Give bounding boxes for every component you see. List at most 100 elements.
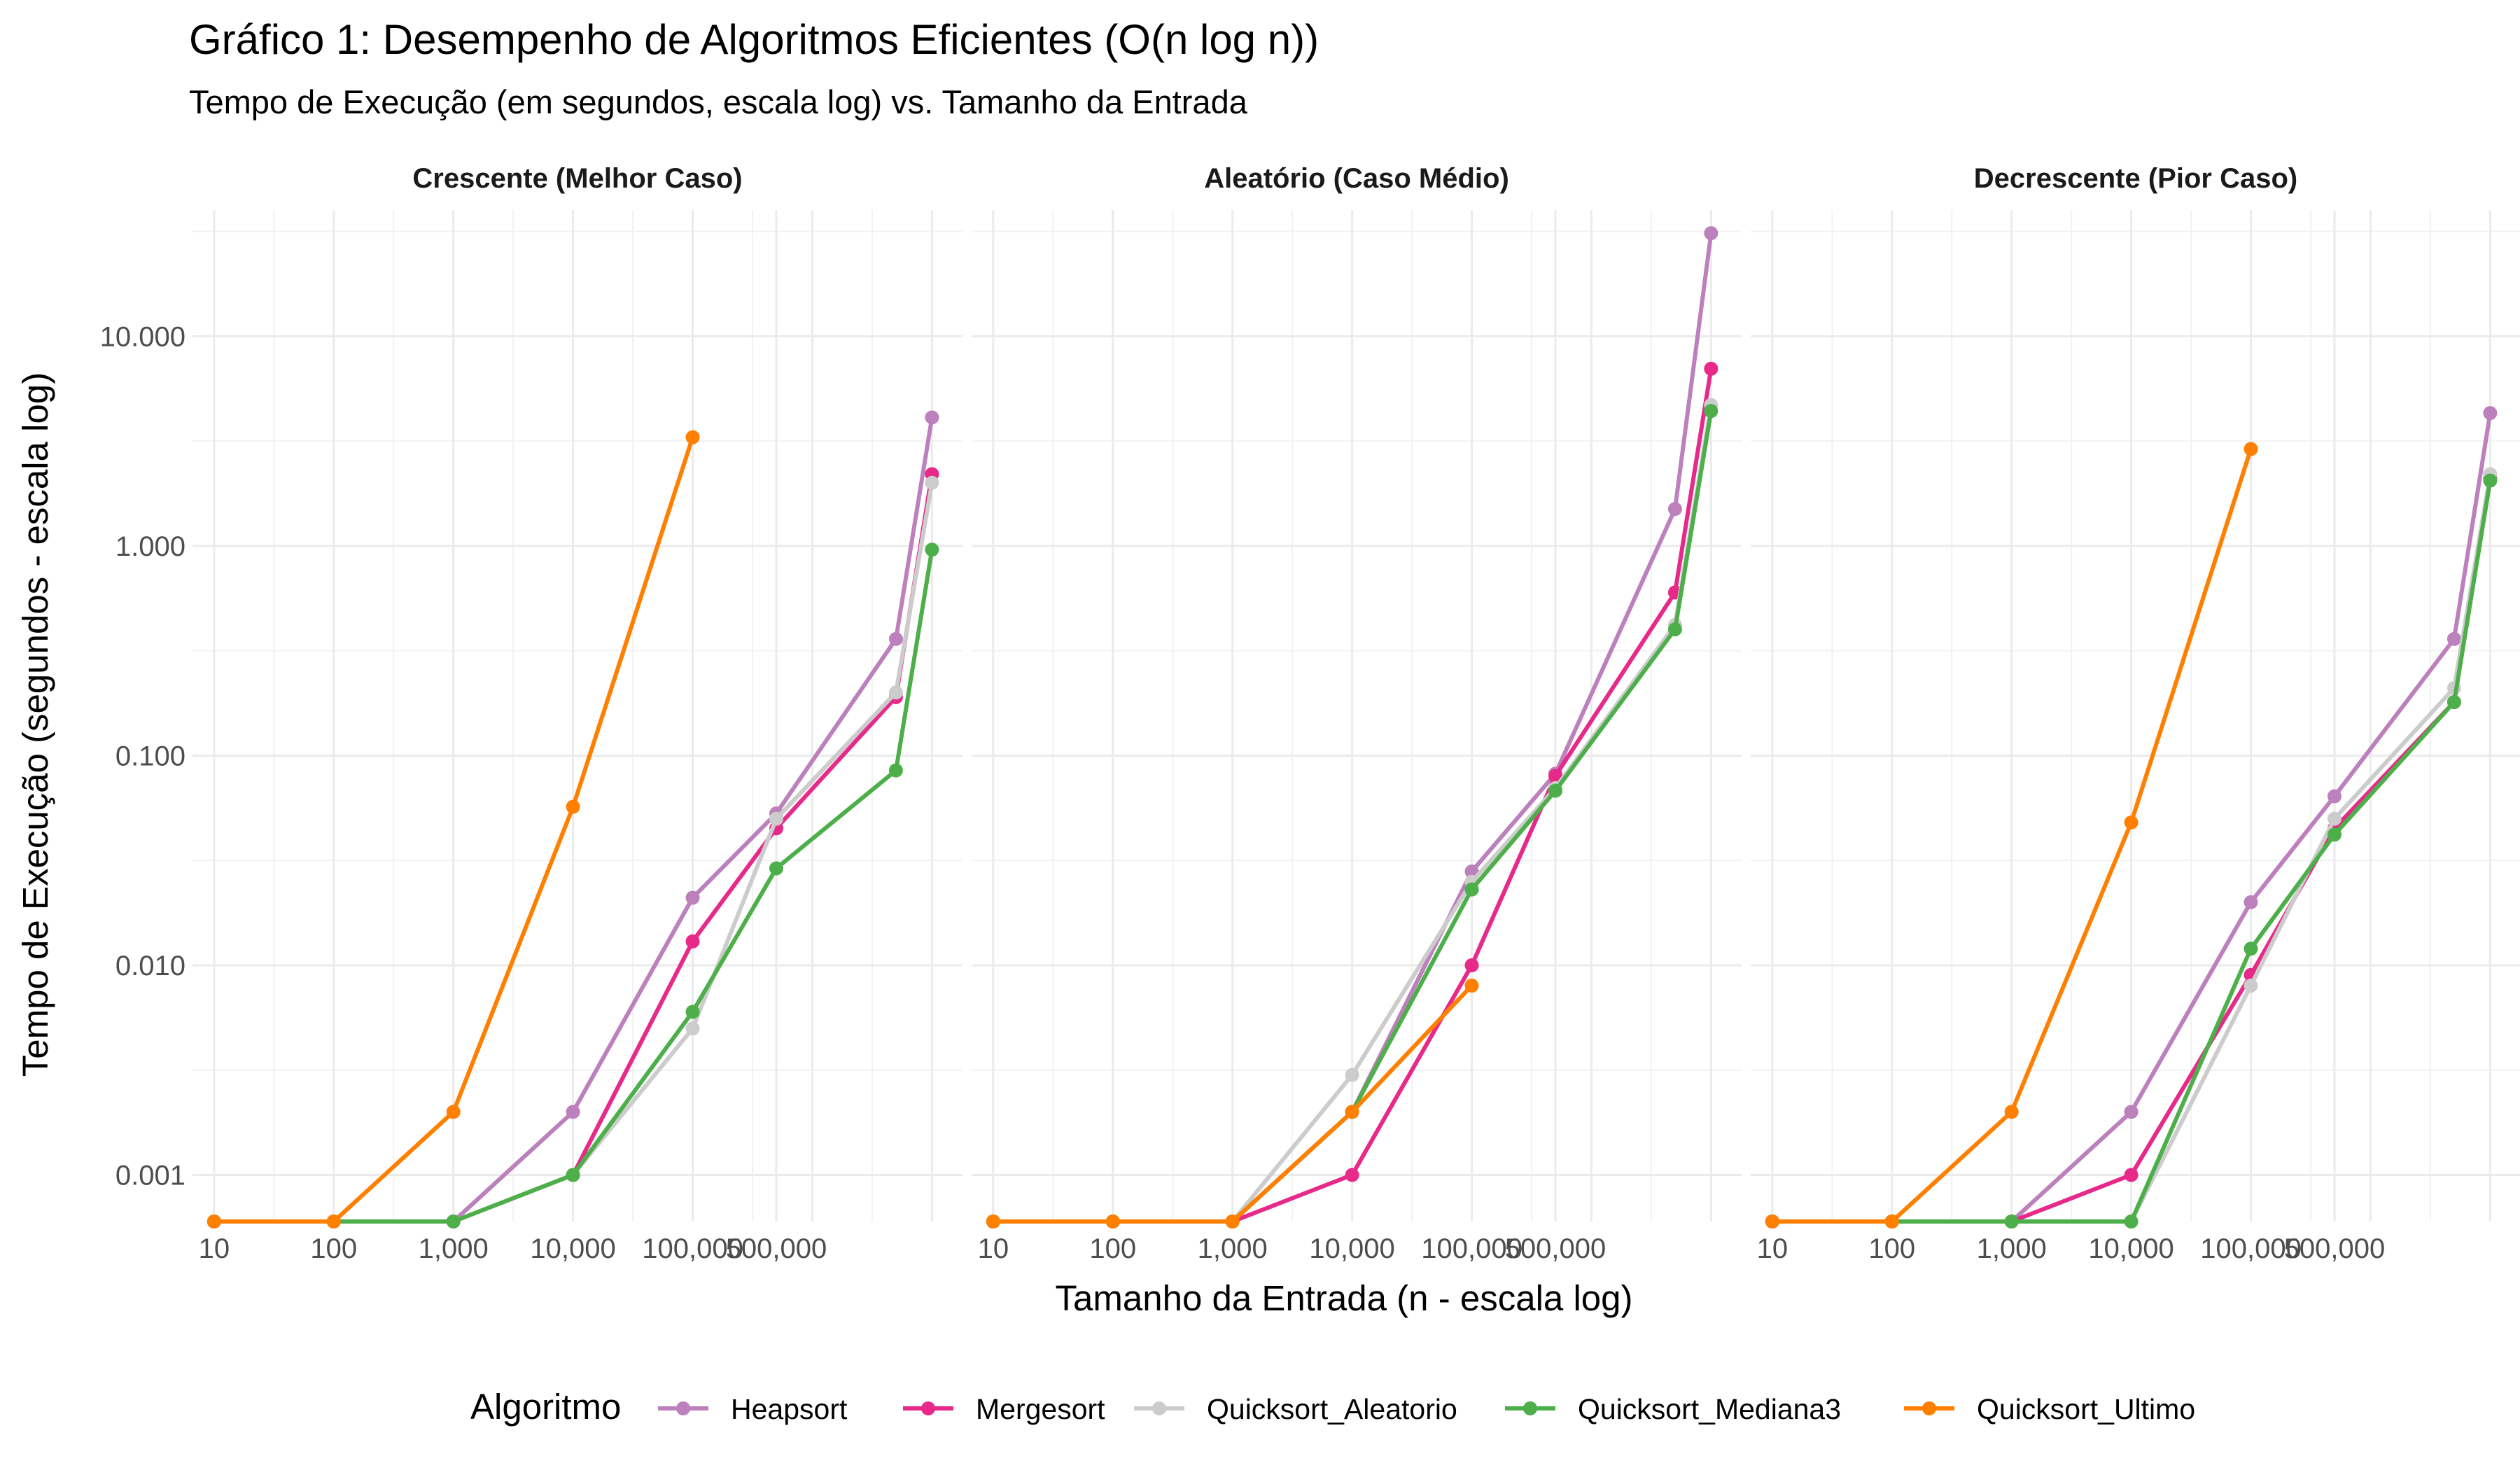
legend-label: Quicksort_Mediana3 bbox=[1578, 1393, 1841, 1425]
data-point bbox=[2004, 1105, 2019, 1119]
data-point bbox=[925, 542, 939, 557]
x-tick-label: 100,000 bbox=[2200, 1233, 2302, 1264]
data-point bbox=[685, 934, 700, 948]
data-point bbox=[446, 1214, 461, 1228]
x-axis-title: Tamanho da Entrada (n - escala log) bbox=[1056, 1278, 1633, 1318]
x-tick-label: 1,000 bbox=[1198, 1233, 1268, 1264]
data-point bbox=[888, 631, 903, 646]
chart-subtitle: Tempo de Execução (em segundos, escala l… bbox=[189, 83, 1248, 120]
data-point bbox=[566, 1168, 580, 1182]
legend-item-mergesort: Mergesort bbox=[903, 1393, 1105, 1425]
data-point bbox=[1704, 226, 1718, 241]
data-point bbox=[2124, 1105, 2138, 1119]
data-point bbox=[1548, 769, 1562, 783]
x-tick-label: 500,000 bbox=[2284, 1233, 2386, 1264]
data-point bbox=[2244, 941, 2258, 956]
y-tick-label: 0.001 bbox=[115, 1161, 186, 1191]
gridlines bbox=[972, 210, 1742, 1222]
legend-item-quicksort-aleatorio: Quicksort_Aleatorio bbox=[1134, 1393, 1457, 1425]
legend-key-point bbox=[1922, 1401, 1936, 1415]
data-point bbox=[685, 890, 700, 905]
facet-title: Aleatório (Caso Médio) bbox=[1204, 163, 1509, 194]
data-point bbox=[986, 1214, 1000, 1228]
data-point bbox=[1464, 979, 1479, 993]
data-point bbox=[2483, 406, 2498, 421]
y-tick-label: 0.010 bbox=[115, 951, 186, 981]
facet-panels: Crescente (Melhor Caso) 10 100 1,000 10,000 1… bbox=[100, 163, 2520, 1264]
facet-title: Crescente (Melhor Caso) bbox=[412, 163, 742, 194]
facet-panel-2: Aleatório (Caso Médio) 10 100 1,000 10,000 10… bbox=[972, 163, 1742, 1264]
x-tick-label: 500,000 bbox=[1505, 1233, 1606, 1264]
facet-title: Decrescente (Pior Caso) bbox=[1974, 163, 2297, 194]
legend-label: Heapsort bbox=[731, 1393, 848, 1425]
data-point bbox=[685, 1004, 700, 1019]
legend-label: Quicksort_Aleatorio bbox=[1207, 1393, 1457, 1425]
data-point bbox=[685, 430, 700, 444]
series-line bbox=[1772, 480, 2493, 1224]
data-point bbox=[2124, 1214, 2138, 1228]
data-point bbox=[1884, 1214, 1899, 1228]
x-tick-label: 100 bbox=[1868, 1233, 1915, 1264]
data-point bbox=[2124, 1168, 2138, 1182]
data-point bbox=[1765, 1214, 1779, 1228]
data-point bbox=[566, 799, 580, 814]
x-tick-label: 500,000 bbox=[726, 1233, 827, 1264]
chart-title: Gráfico 1: Desempenho de Algoritmos Efic… bbox=[189, 16, 1319, 63]
y-tick-label: 10.000 bbox=[100, 321, 186, 352]
x-tick-label: 10 bbox=[978, 1233, 1009, 1264]
legend-label: Quicksort_Ultimo bbox=[1977, 1393, 2195, 1425]
x-tick-label: 10 bbox=[1757, 1233, 1788, 1264]
data-point bbox=[1667, 502, 1682, 517]
data-point bbox=[769, 811, 783, 826]
y-axis-title: Tempo de Execução (segundos - escala log… bbox=[15, 372, 55, 1077]
legend-item-quicksort-ultimo: Quicksort_Ultimo bbox=[1904, 1393, 2195, 1425]
data-point bbox=[2483, 473, 2498, 488]
data-point bbox=[2004, 1214, 2019, 1228]
data-point bbox=[685, 1021, 700, 1036]
data-point bbox=[1548, 783, 1562, 798]
legend-key-point bbox=[921, 1401, 935, 1415]
data-point bbox=[1464, 882, 1479, 897]
data-point bbox=[206, 1214, 221, 1228]
data-point bbox=[1105, 1214, 1120, 1228]
data-point bbox=[1704, 404, 1718, 419]
data-point bbox=[1464, 958, 1479, 972]
data-point bbox=[1345, 1068, 1359, 1082]
legend-label: Mergesort bbox=[976, 1393, 1105, 1425]
data-point bbox=[1225, 1214, 1240, 1228]
series-quicksort-ultimo bbox=[1765, 442, 2258, 1228]
x-tick-label: 10,000 bbox=[530, 1233, 615, 1264]
data-point bbox=[925, 475, 939, 490]
data-point bbox=[2244, 979, 2258, 993]
series-quicksort-ultimo bbox=[206, 430, 700, 1228]
data-point bbox=[2446, 694, 2461, 709]
data-point bbox=[2244, 442, 2258, 456]
series-quicksort-ultimo bbox=[986, 979, 1479, 1228]
data-point bbox=[1667, 622, 1682, 637]
x-tick-label: 1,000 bbox=[419, 1233, 489, 1264]
x-tick-label: 10,000 bbox=[1309, 1233, 1394, 1264]
data-point bbox=[1704, 361, 1718, 376]
data-point bbox=[2446, 631, 2461, 646]
x-tick-label: 100,000 bbox=[642, 1233, 743, 1264]
data-point bbox=[925, 410, 939, 425]
data-point bbox=[2327, 789, 2342, 804]
data-point bbox=[2244, 895, 2258, 909]
x-tick-label: 10 bbox=[199, 1233, 230, 1264]
legend: Algoritmo Heapsort Mergesort Quicksort_Ale… bbox=[470, 1387, 2195, 1427]
series-line bbox=[214, 549, 934, 1224]
x-tick-label: 100,000 bbox=[1421, 1233, 1522, 1264]
legend-item-quicksort-mediana3: Quicksort_Mediana3 bbox=[1505, 1393, 1841, 1425]
legend-item-heapsort: Heapsort bbox=[658, 1393, 848, 1425]
data-point bbox=[769, 861, 783, 876]
data-point bbox=[2124, 815, 2138, 830]
y-tick-label: 1.000 bbox=[115, 531, 186, 562]
x-tick-label: 10,000 bbox=[2088, 1233, 2174, 1264]
legend-key-point bbox=[1152, 1401, 1166, 1415]
data-point bbox=[1345, 1168, 1359, 1182]
data-point bbox=[566, 1105, 580, 1119]
data-point bbox=[888, 763, 903, 778]
data-point bbox=[888, 685, 903, 700]
